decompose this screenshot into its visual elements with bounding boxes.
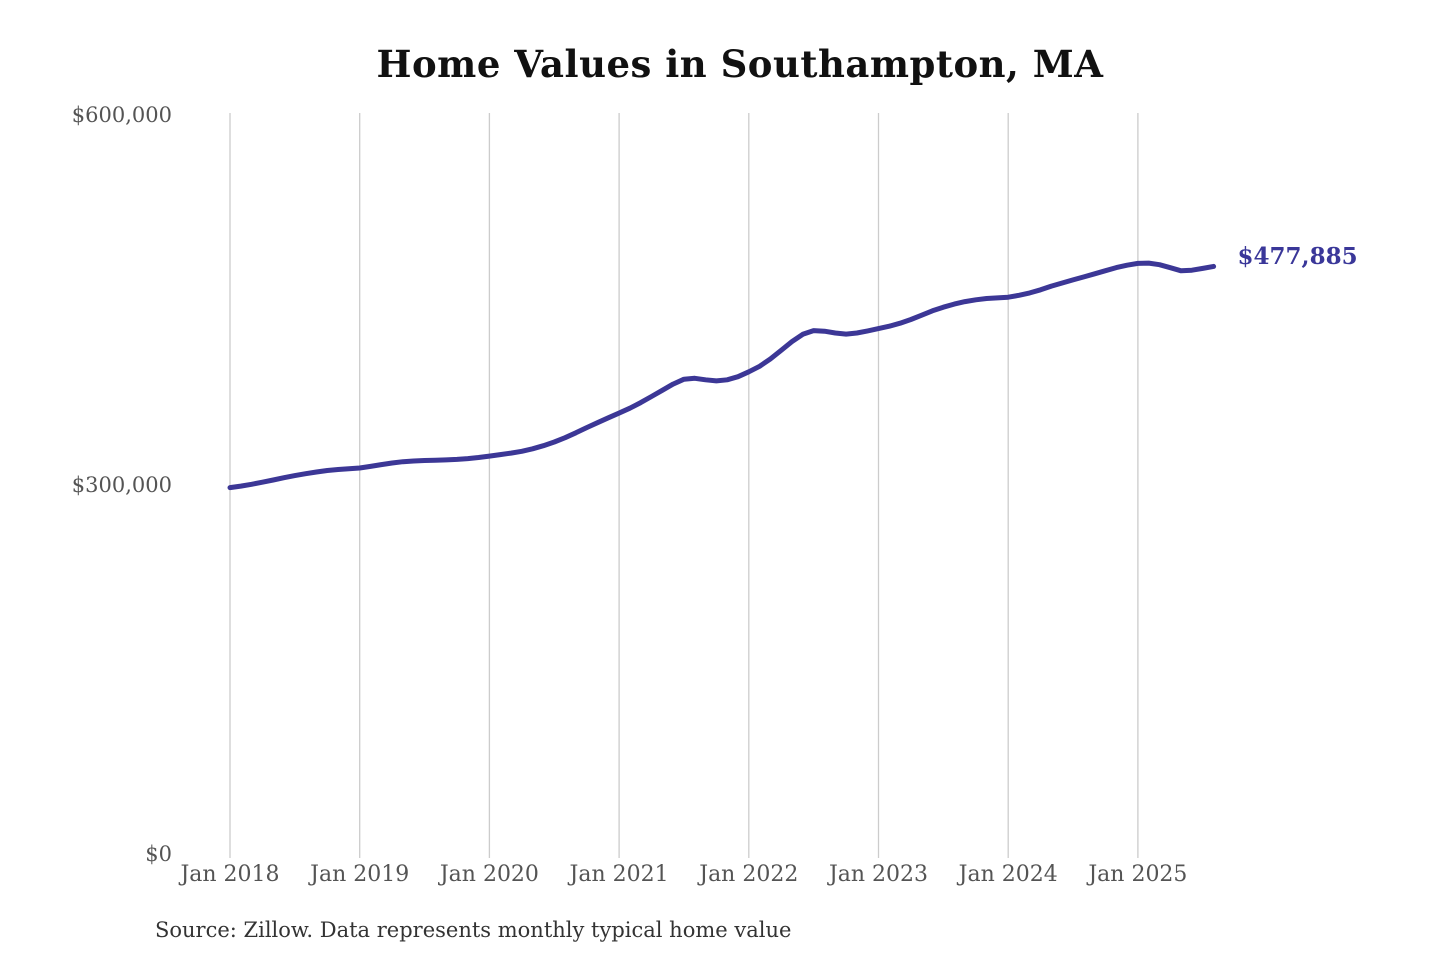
y-axis-tick-label: $0: [145, 842, 172, 866]
x-axis-tick-label: Jan 2024: [958, 862, 1058, 887]
x-axis-tick-label: Jan 2018: [180, 862, 280, 887]
y-axis-tick-label: $600,000: [71, 103, 172, 127]
y-axis-tick-label: $300,000: [71, 472, 172, 497]
x-axis-tick-label: Jan 2023: [828, 862, 929, 887]
latest-value-label: $477,885: [1237, 243, 1358, 271]
chart-title: Home Values in Southampton, MA: [376, 42, 1104, 86]
x-axis-tick-label: Jan 2025: [1088, 862, 1188, 887]
x-axis-tick-label: Jan 2022: [699, 862, 799, 887]
home-value-line: [227, 260, 1217, 491]
x-axis-tick-label: Jan 2019: [310, 862, 410, 887]
x-axis-tick-label: Jan 2021: [569, 862, 669, 887]
x-axis-tick-label: Jan 2020: [439, 862, 539, 887]
source-note: Source: Zillow. Data represents monthly …: [155, 918, 792, 942]
